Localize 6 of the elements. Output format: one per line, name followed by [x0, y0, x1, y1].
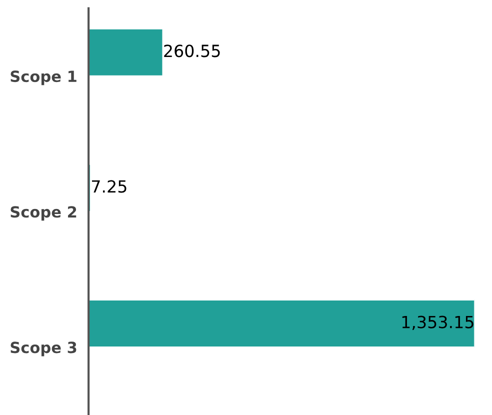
data-label: 1,353.15 [402, 316, 474, 330]
y-tick-label: Scope 2 [10, 206, 76, 221]
data-label: 7.25 [92, 180, 126, 193]
y-tick-label: Scope 3 [10, 342, 76, 356]
data-label: 260.55 [164, 44, 220, 58]
y-tick-label: Scope 1 [10, 70, 76, 86]
